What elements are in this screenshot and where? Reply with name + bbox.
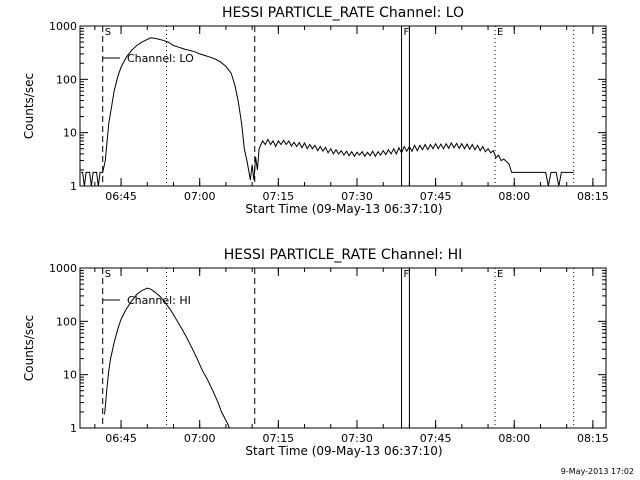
chart-title: HESSI PARTICLE_RATE Channel: HI — [224, 247, 462, 263]
time-marker-label: E — [497, 27, 503, 38]
y-tick-label: 1 — [70, 422, 77, 435]
time-marker-label: S — [105, 269, 111, 280]
x-tick-label: 07:15 — [262, 432, 294, 445]
x-tick-label: 07:15 — [262, 190, 294, 203]
time-marker-label: S — [105, 27, 111, 38]
y-tick-label: 100 — [56, 73, 77, 86]
x-tick-label: 07:45 — [420, 432, 452, 445]
x-tick-label: 07:00 — [184, 432, 216, 445]
y-tick-label: 1000 — [49, 20, 77, 33]
legend-label: Channel: HI — [127, 294, 191, 307]
x-tick-label: 06:45 — [105, 190, 137, 203]
x-tick-label: 07:30 — [341, 190, 373, 203]
x-axis-label: Start Time (09-May-13 06:37:10) — [245, 202, 442, 216]
y-tick-label: 100 — [56, 315, 77, 328]
y-tick-label: 1 — [70, 180, 77, 193]
y-tick-label: 10 — [63, 369, 77, 382]
y-tick-label: 1000 — [49, 262, 77, 275]
chart-panel-2: HESSI PARTICLE_RATE Channel: HI 1 10 100 100… — [22, 247, 609, 458]
y-tick-label: 10 — [63, 127, 77, 140]
plot-frame — [79, 25, 607, 187]
figure-timestamp: 9-May-2013 17:02 — [560, 467, 634, 476]
chart-title: HESSI PARTICLE_RATE Channel: LO — [222, 5, 464, 21]
data-line — [80, 37, 574, 187]
time-marker-label: E — [497, 269, 503, 280]
x-tick-label: 07:00 — [184, 190, 216, 203]
time-marker-label: F — [404, 269, 410, 280]
data-line — [104, 287, 230, 429]
x-tick-label: 06:45 — [105, 432, 137, 445]
x-tick-label: 08:15 — [577, 432, 609, 445]
x-tick-label: 08:15 — [577, 190, 609, 203]
y-axis-label: Counts/sec — [22, 73, 36, 139]
legend-label: Channel: LO — [127, 52, 194, 65]
x-tick-label: 08:00 — [498, 190, 530, 203]
x-tick-label: 07:45 — [420, 190, 452, 203]
time-marker-label: F — [404, 27, 410, 38]
plot-frame — [79, 267, 607, 429]
x-axis-label: Start Time (09-May-13 06:37:10) — [245, 444, 442, 458]
y-axis-label: Counts/sec — [22, 315, 36, 381]
chart-panel-1: HESSI PARTICLE_RATE Channel: LO 1 10 100 100… — [22, 5, 609, 216]
x-tick-label: 07:30 — [341, 432, 373, 445]
x-tick-label: 08:00 — [498, 432, 530, 445]
